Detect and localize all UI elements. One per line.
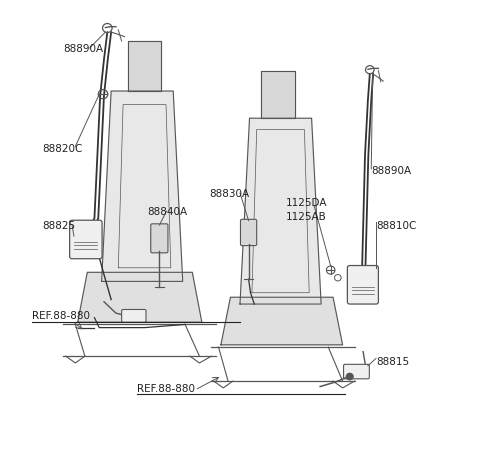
Text: 88830A: 88830A [209, 188, 249, 198]
Polygon shape [221, 298, 343, 345]
Text: 88890A: 88890A [371, 166, 411, 176]
FancyBboxPatch shape [121, 310, 146, 323]
Text: 88890A: 88890A [63, 44, 104, 54]
Polygon shape [78, 273, 202, 323]
Text: REF.88-880: REF.88-880 [137, 383, 195, 393]
Text: 88810C: 88810C [376, 220, 416, 230]
Text: 88825: 88825 [42, 220, 75, 230]
Text: 88815: 88815 [376, 356, 409, 366]
Text: REF.88-880: REF.88-880 [33, 311, 90, 321]
Polygon shape [240, 119, 321, 304]
FancyBboxPatch shape [151, 224, 168, 253]
Text: 88820C: 88820C [42, 143, 83, 153]
Circle shape [347, 374, 353, 380]
Text: 88840A: 88840A [147, 207, 187, 217]
Text: 1125DA: 1125DA [285, 197, 327, 207]
Polygon shape [262, 71, 295, 119]
Polygon shape [128, 42, 161, 92]
FancyBboxPatch shape [70, 221, 102, 259]
FancyBboxPatch shape [348, 266, 378, 304]
FancyBboxPatch shape [344, 364, 369, 379]
Text: 1125AB: 1125AB [285, 211, 326, 221]
FancyBboxPatch shape [240, 220, 257, 246]
Polygon shape [102, 92, 183, 282]
